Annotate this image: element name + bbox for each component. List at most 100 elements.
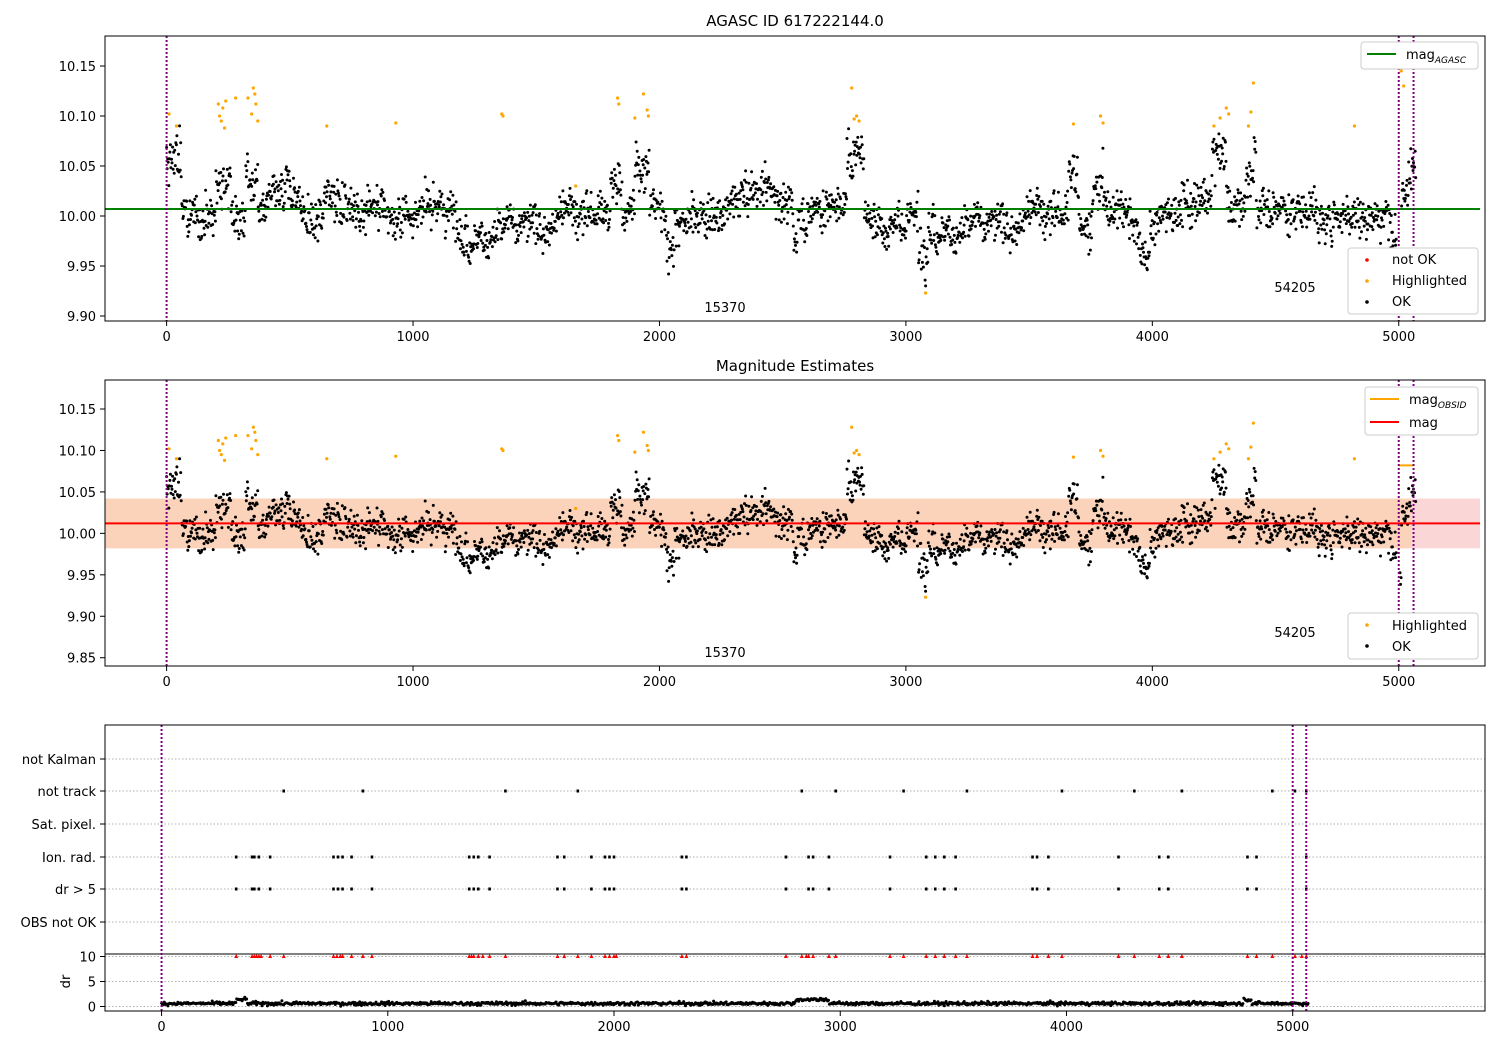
ok-point — [326, 190, 329, 193]
ok-point — [1129, 197, 1132, 200]
ok-point — [583, 538, 586, 541]
ok-point — [613, 493, 616, 496]
ok-point — [234, 195, 237, 198]
ok-point — [1331, 529, 1334, 532]
ok-point — [1223, 165, 1226, 168]
ok-point — [510, 222, 513, 225]
ok-point — [1199, 520, 1202, 523]
ok-point — [1003, 226, 1006, 229]
ok-point — [1284, 204, 1287, 207]
ok-point — [1100, 186, 1103, 189]
ok-point — [1274, 212, 1277, 215]
flag-point — [504, 790, 507, 793]
ok-point — [1159, 537, 1162, 540]
ok-point — [193, 204, 196, 207]
ok-point — [672, 574, 675, 577]
ok-point — [1290, 222, 1293, 225]
ok-point — [803, 240, 806, 243]
ok-point — [1143, 572, 1146, 575]
ok-point — [1009, 227, 1012, 230]
ok-point — [1039, 524, 1042, 527]
ok-point — [1294, 228, 1297, 231]
ok-point — [707, 536, 710, 539]
ok-point — [872, 527, 875, 530]
ok-point — [504, 223, 507, 226]
ok-point — [1363, 225, 1366, 228]
highlighted-point — [501, 449, 504, 452]
ok-point — [483, 560, 486, 563]
ok-point — [1044, 225, 1047, 228]
ok-point — [778, 519, 781, 522]
ok-point — [830, 514, 833, 517]
ok-point — [810, 517, 813, 520]
ok-point — [212, 234, 215, 237]
ok-point — [802, 197, 805, 200]
ok-point — [231, 200, 234, 203]
ok-point — [167, 507, 170, 510]
ok-point — [1253, 148, 1256, 151]
ok-point — [664, 536, 667, 539]
flag-point — [925, 856, 928, 859]
ok-point — [992, 533, 995, 536]
ok-point — [738, 215, 741, 218]
ok-point — [859, 146, 862, 149]
ok-point — [974, 225, 977, 228]
ok-point — [618, 496, 621, 499]
ok-point — [528, 215, 531, 218]
ok-point — [1121, 538, 1124, 541]
ok-point — [486, 246, 489, 249]
ok-point — [843, 529, 846, 532]
ok-point — [1261, 515, 1264, 518]
ok-point — [295, 525, 298, 528]
ok-point — [1347, 212, 1350, 215]
ok-point — [754, 191, 757, 194]
ok-point — [1363, 540, 1366, 543]
ok-point — [983, 543, 986, 546]
ok-point — [874, 536, 877, 539]
ok-point — [718, 542, 721, 545]
ok-point — [226, 168, 229, 171]
ok-point — [1095, 504, 1098, 507]
ok-point — [1287, 193, 1290, 196]
ok-point — [917, 190, 920, 193]
ok-point — [387, 232, 390, 235]
ok-point — [1210, 498, 1213, 501]
ok-point — [1200, 508, 1203, 511]
ok-point — [1246, 516, 1249, 519]
ok-point — [1330, 245, 1333, 248]
ok-point — [958, 554, 961, 557]
flag-point — [685, 888, 688, 891]
ok-point — [807, 528, 810, 531]
ok-point — [443, 531, 446, 534]
ok-point — [608, 541, 611, 544]
ok-point — [1391, 557, 1394, 560]
ok-point — [600, 517, 603, 520]
ok-point — [936, 563, 939, 566]
ok-point — [1251, 501, 1254, 504]
ok-point — [415, 535, 418, 538]
ok-point — [1217, 464, 1220, 467]
highlighted-point — [254, 439, 257, 442]
ok-point — [418, 200, 421, 203]
ok-point — [573, 216, 576, 219]
ok-point — [531, 214, 534, 217]
ok-point — [825, 198, 828, 201]
ok-point — [726, 534, 729, 537]
ok-point — [212, 548, 215, 551]
ok-point — [339, 518, 342, 521]
ok-point — [1277, 532, 1280, 535]
ok-point — [1403, 511, 1406, 514]
ok-point — [738, 532, 741, 535]
ok-point — [1153, 221, 1156, 224]
ok-point — [1074, 512, 1077, 515]
ok-point — [1086, 219, 1089, 222]
ok-point — [451, 530, 454, 533]
ok-point — [1321, 530, 1324, 533]
ok-point — [315, 540, 318, 543]
ok-point — [1074, 187, 1077, 190]
ok-point — [1076, 483, 1079, 486]
ok-point — [1142, 246, 1145, 249]
ok-point — [251, 502, 254, 505]
ok-point — [971, 537, 974, 540]
highlighted-point — [1212, 124, 1215, 127]
